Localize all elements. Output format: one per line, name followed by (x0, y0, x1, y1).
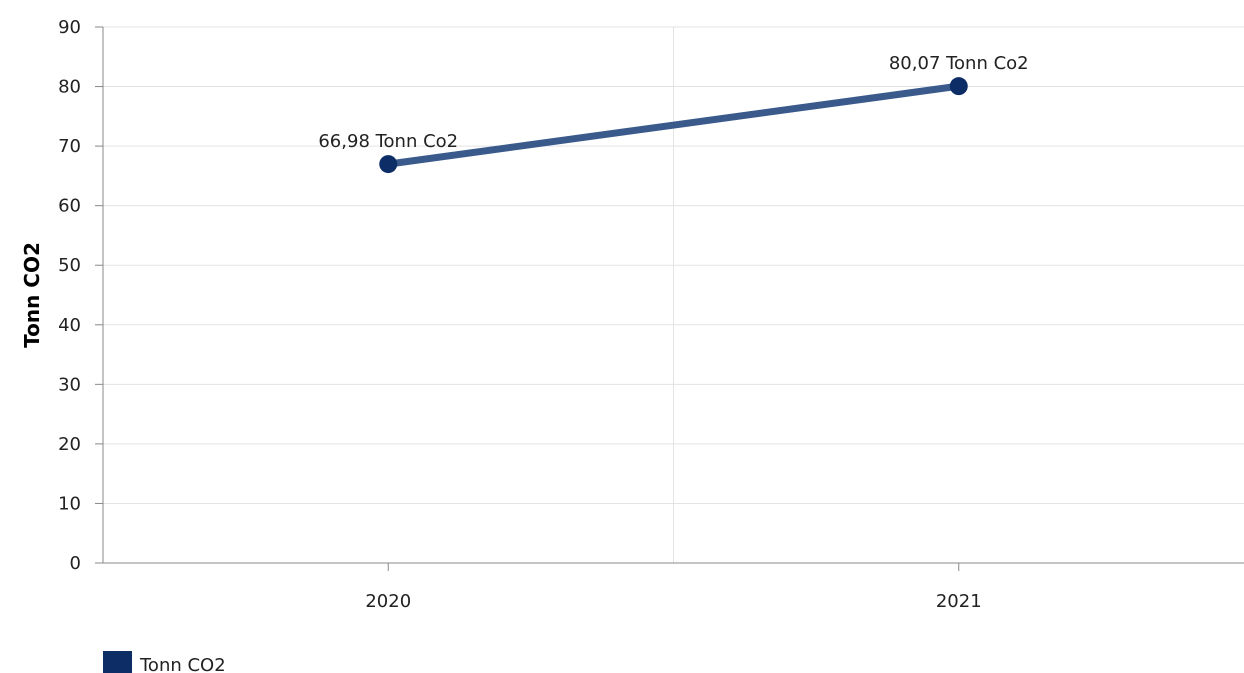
legend-label: Tonn CO2 (139, 655, 226, 673)
y-tick-label: 60 (58, 196, 81, 217)
y-tick-label: 0 (70, 553, 81, 574)
legend-swatch (103, 651, 132, 673)
grid (103, 26, 1244, 563)
y-tick-label: 90 (58, 17, 81, 38)
data-label: 66,98 Tonn Co2 (318, 131, 458, 152)
x-tick-label: 2020 (365, 591, 411, 612)
legend[interactable]: Tonn CO2 (103, 651, 226, 673)
y-tick-label: 80 (58, 77, 81, 98)
axes: 0 10 20 30 40 50 60 70 80 90 2020 2021 (58, 17, 1244, 612)
series-layer (379, 77, 968, 174)
y-tick-label: 10 (58, 493, 81, 514)
series-line (384, 82, 963, 168)
y-tick-label: 40 (58, 315, 81, 336)
data-labels: 66,98 Tonn Co2 80,07 Tonn Co2 (318, 53, 1028, 152)
y-tick-label: 30 (58, 374, 81, 395)
x-tick-label: 2021 (936, 591, 982, 612)
y-tick-label: 70 (58, 136, 81, 157)
y-tick-label: 20 (58, 434, 81, 455)
data-point-marker (949, 77, 968, 96)
y-axis-title: Tonn CO2 (20, 242, 44, 348)
y-tick-label: 50 (58, 255, 81, 276)
data-point-marker (379, 155, 398, 174)
data-label: 80,07 Tonn Co2 (889, 53, 1029, 74)
